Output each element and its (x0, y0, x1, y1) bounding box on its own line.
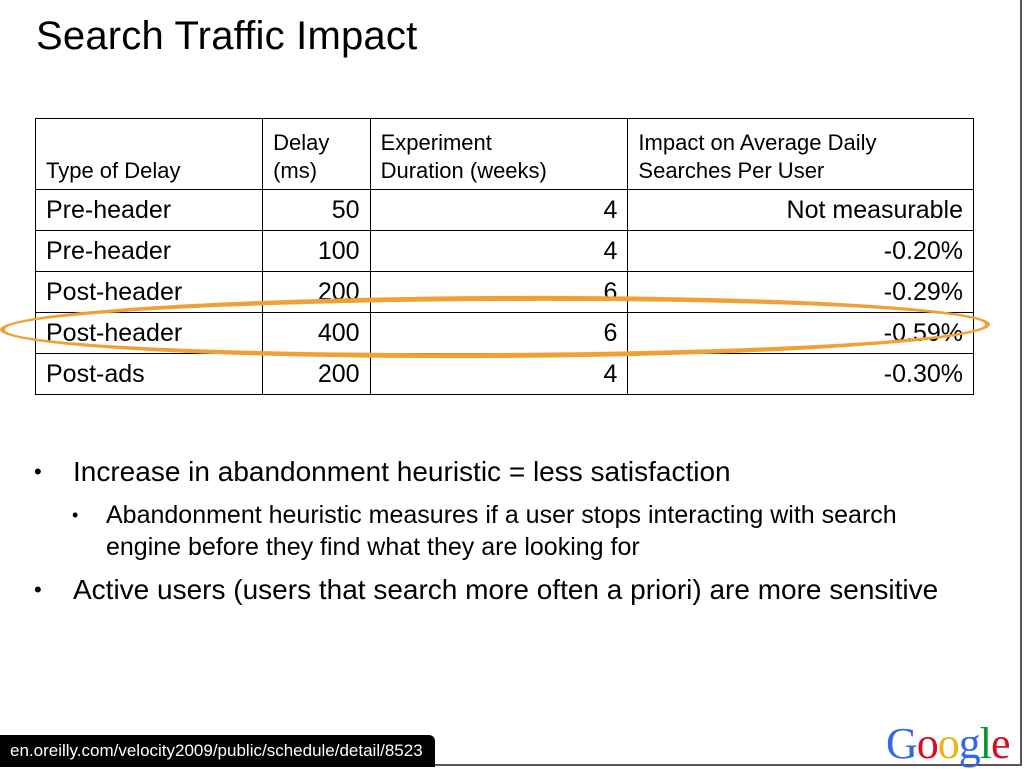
cell-delay: 50 (262, 189, 371, 231)
cell-duration: 4 (369, 189, 629, 231)
cell-delay: 400 (262, 312, 371, 354)
sub-bullet-item: • Abandonment heuristic measures if a us… (72, 499, 974, 563)
cell-impact: -0.20% (627, 230, 974, 272)
table-row: Pre-header 50 4 Not measurable (34, 189, 974, 231)
cell-delay: 100 (262, 230, 371, 272)
table-row: Post-ads 200 4 -0.30% (34, 353, 974, 395)
bullet-item: • Increase in abandonment heuristic = le… (34, 455, 974, 489)
header-delay-ms: Delay (ms) (262, 118, 371, 190)
logo-letter: l (979, 719, 992, 768)
table-row: Pre-header 100 4 -0.20% (34, 230, 974, 272)
sub-bullet-text: Abandonment heuristic measures if a user… (106, 501, 897, 561)
source-url[interactable]: en.oreilly.com/velocity2009/public/sched… (0, 735, 435, 767)
cell-type: Post-header (34, 271, 264, 313)
logo-letter: g (958, 719, 981, 768)
cell-delay: 200 (262, 271, 371, 313)
header-line: Duration (weeks) (380, 158, 547, 183)
cell-delay: 200 (262, 353, 371, 395)
table-row-highlighted: Post-header 400 6 -0.59% (34, 312, 974, 354)
header-impact: Impact on Average Daily Searches Per Use… (627, 118, 974, 190)
header-line: Impact on Average Daily (638, 130, 877, 155)
cell-type: Pre-header (34, 189, 264, 231)
header-line: (ms) (273, 158, 318, 183)
bullet-glyph: • (72, 505, 79, 525)
table-header-row: Type of Delay Delay (ms) Experiment Dura… (34, 118, 974, 190)
google-logo: Google (886, 718, 1011, 769)
header-line: Delay (273, 130, 330, 155)
cell-impact: -0.30% (627, 353, 974, 395)
delay-impact-table: Type of Delay Delay (ms) Experiment Dura… (34, 118, 974, 395)
cell-impact: -0.59% (627, 312, 974, 354)
cell-duration: 6 (369, 312, 629, 354)
header-line: Experiment (380, 130, 492, 155)
cell-impact: -0.29% (627, 271, 974, 313)
bullet-glyph: • (34, 459, 42, 484)
bullet-glyph: • (34, 577, 42, 602)
cell-type: Pre-header (34, 230, 264, 272)
bullet-text: Active users (users that search more oft… (73, 574, 939, 605)
header-type-of-delay: Type of Delay (34, 118, 264, 190)
bullet-list: • Increase in abandonment heuristic = le… (34, 455, 974, 607)
cell-impact: Not measurable (627, 189, 974, 231)
cell-duration: 4 (369, 230, 629, 272)
logo-letter: e (991, 719, 1011, 768)
cell-duration: 6 (369, 271, 629, 313)
header-line: Type of Delay (46, 158, 181, 183)
logo-letter: o (916, 719, 939, 768)
cell-type: Post-ads (34, 353, 264, 395)
bullet-text: Increase in abandonment heuristic = less… (73, 456, 731, 487)
cell-type: Post-header (34, 312, 264, 354)
slide-title: Search Traffic Impact (36, 14, 418, 58)
logo-letter: o (937, 719, 960, 768)
logo-letter: G (886, 719, 918, 768)
header-line: Searches Per User (638, 158, 825, 183)
header-experiment-duration: Experiment Duration (weeks) (369, 118, 629, 190)
bullet-item: • Active users (users that search more o… (34, 573, 974, 607)
cell-duration: 4 (369, 353, 629, 395)
table-row: Post-header 200 6 -0.29% (34, 271, 974, 313)
